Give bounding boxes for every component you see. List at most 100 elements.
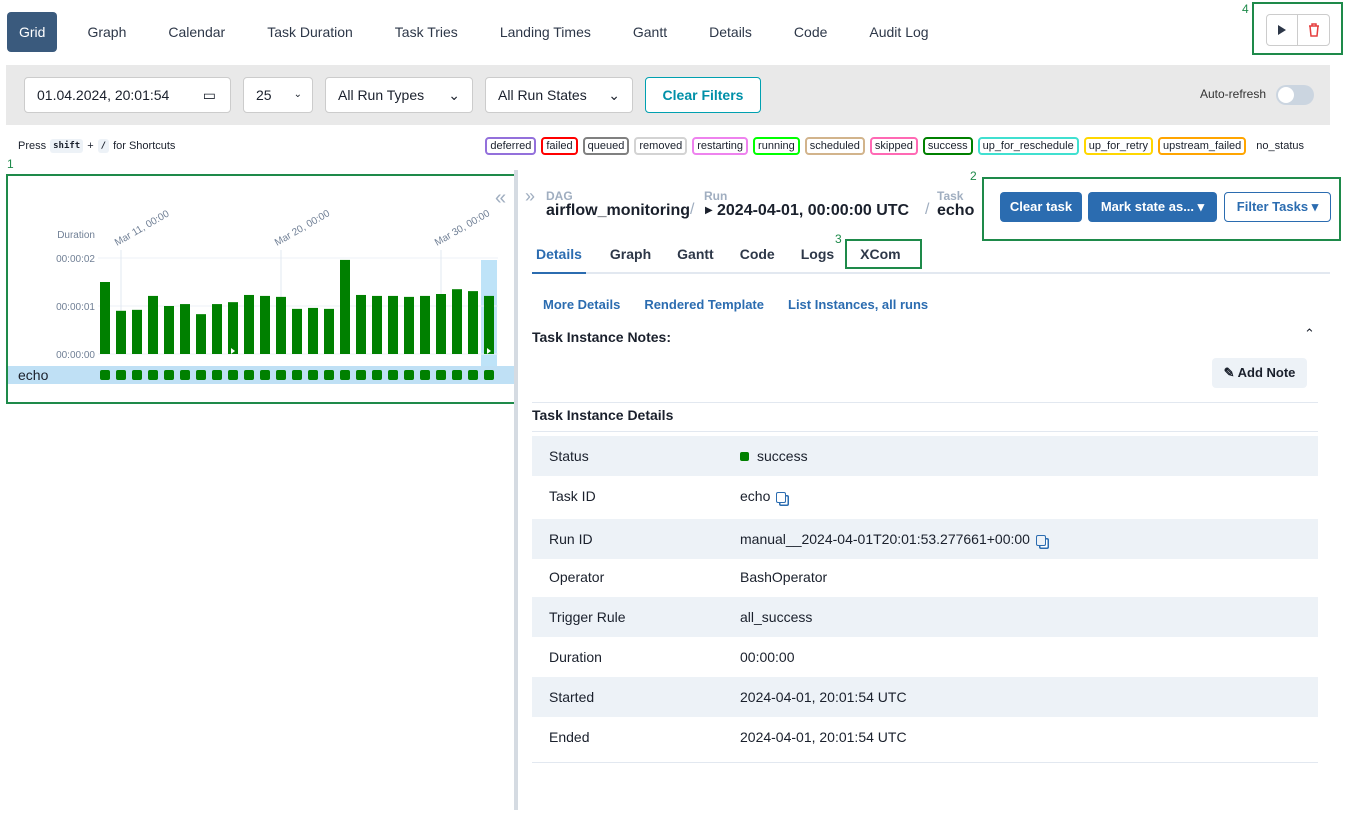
duration-bar[interactable] [260,295,270,354]
task-instance[interactable] [196,370,206,380]
task-instance[interactable] [308,370,318,380]
task-instance[interactable] [164,370,174,380]
task-instance[interactable] [116,370,126,380]
panel-divider[interactable] [514,170,518,810]
duration-bar[interactable] [356,294,366,354]
state-pill[interactable]: up_for_reschedule [977,137,1079,155]
state-pill[interactable]: upstream_failed [1158,137,1247,155]
duration-bar[interactable] [228,302,238,354]
state-pill[interactable]: deferred [485,137,537,155]
nav-tab[interactable]: Grid [7,12,58,52]
nav-tab[interactable]: Gantt [632,24,668,40]
duration-bar[interactable] [116,310,126,354]
task-instance[interactable] [340,370,350,380]
state-pill[interactable]: skipped [869,137,918,155]
duration-bar[interactable] [436,294,446,354]
state-pill[interactable]: scheduled [804,137,865,155]
duration-bar[interactable] [388,295,398,354]
duration-bar[interactable] [420,295,430,354]
task-instance[interactable] [372,370,382,380]
duration-bar[interactable] [276,296,286,354]
breadcrumb-dag[interactable]: airflow_monitoring [546,202,690,219]
duration-bar[interactable] [372,295,382,354]
duration-bar[interactable] [340,259,350,354]
detail-tab[interactable]: Code [739,246,775,262]
limit-select[interactable]: 25 ⌄ [243,77,313,113]
clear-filters-button[interactable]: Clear Filters [645,77,761,113]
duration-bar[interactable] [212,304,222,354]
task-instance[interactable] [356,370,366,380]
task-instance[interactable] [276,370,286,380]
collapse-icon[interactable]: « [495,187,506,209]
copy-icon[interactable] [776,491,787,503]
date-input[interactable]: 01.04.2024, 20:01:54 ▭ [24,77,231,113]
nav-tab[interactable]: Code [793,24,828,40]
filter-tasks-button[interactable]: Filter Tasks ▾ [1224,192,1331,222]
state-pill[interactable]: removed [634,137,688,155]
detail-link[interactable]: Rendered Template [644,297,764,312]
task-instance[interactable] [452,370,462,380]
state-pill[interactable]: no_status [1256,140,1304,152]
nav-tab[interactable]: Calendar [168,24,226,40]
expand-icon[interactable]: » [525,186,536,206]
copy-icon[interactable] [1035,534,1046,546]
task-instance[interactable] [260,370,270,380]
duration-bar[interactable] [148,295,158,354]
state-pill[interactable]: success [922,137,973,155]
duration-bar[interactable] [164,306,174,354]
task-instance[interactable] [212,370,222,380]
nav-tab[interactable]: Details [709,24,752,40]
duration-bar[interactable] [308,307,318,354]
task-instance[interactable] [292,370,302,380]
task-instance[interactable] [244,370,254,380]
trigger-button[interactable] [1267,15,1299,45]
detail-link[interactable]: More Details [543,297,621,312]
task-instance[interactable] [100,370,110,380]
task-instance[interactable] [468,370,478,380]
state-pill[interactable]: failed [541,137,578,155]
duration-bar[interactable] [404,296,414,354]
task-instance[interactable] [228,370,238,380]
task-instance[interactable] [420,370,430,380]
duration-bar[interactable] [484,295,494,354]
task-instance[interactable] [484,370,494,380]
state-pill[interactable]: running [753,137,800,155]
auto-refresh-toggle[interactable] [1276,85,1314,105]
detail-tab[interactable]: Graph [609,246,652,262]
duration-bar[interactable] [468,291,478,354]
run-type-select[interactable]: All Run Types ⌄ [325,77,473,113]
nav-tab[interactable]: Graph [87,24,127,40]
task-instance[interactable] [148,370,158,380]
breadcrumb-task[interactable]: echo [937,202,975,219]
nav-tab[interactable]: Task Tries [394,24,458,40]
detail-tab[interactable]: Details [532,240,586,274]
duration-bar[interactable] [452,289,462,354]
breadcrumb-run[interactable]: 2024-04-01, 00:00:00 UTC [717,202,910,219]
detail-tab[interactable]: Logs [800,246,835,262]
duration-bar[interactable] [292,308,302,354]
run-state-select[interactable]: All Run States ⌄ [485,77,633,113]
task-instance[interactable] [324,370,334,380]
task-instance[interactable] [132,370,142,380]
state-pill[interactable]: queued [582,137,630,155]
add-note-button[interactable]: ✎ Add Note [1212,358,1307,388]
duration-bar[interactable] [100,282,110,354]
delete-button[interactable] [1298,15,1329,45]
duration-bar[interactable] [132,309,142,354]
mark-state-button[interactable]: Mark state as... ▾ [1088,192,1217,222]
duration-bar[interactable] [244,294,254,354]
task-instance[interactable] [404,370,414,380]
detail-tab[interactable]: XCom [860,246,901,262]
task-instance[interactable] [180,370,190,380]
detail-tab[interactable]: Gantt [677,246,714,262]
duration-bar[interactable] [196,314,206,354]
duration-bar[interactable] [324,308,334,354]
detail-link[interactable]: List Instances, all runs [788,297,929,312]
nav-tab[interactable]: Audit Log [869,24,929,40]
state-pill[interactable]: up_for_retry [1083,137,1154,155]
task-instance[interactable] [436,370,446,380]
collapse-icon[interactable]: ⌃ [1304,326,1315,341]
nav-tab[interactable]: Task Duration [267,24,353,40]
clear-task-button[interactable]: Clear task [1000,192,1082,222]
duration-bar[interactable] [180,304,190,354]
